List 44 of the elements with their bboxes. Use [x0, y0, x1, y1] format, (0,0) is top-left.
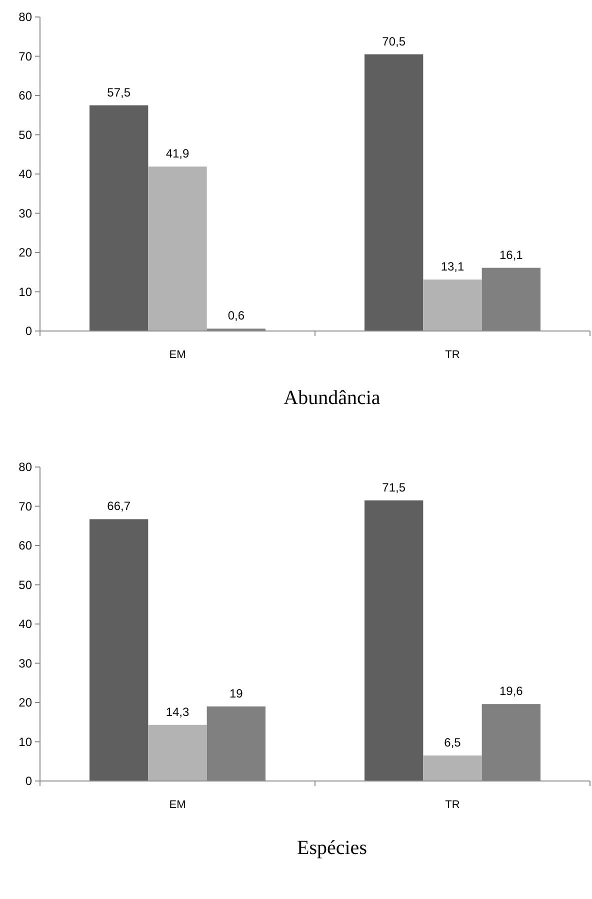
data-label: 71,5 [382, 480, 406, 494]
text: Abundância [284, 387, 380, 409]
y-tick-label: 50 [18, 578, 32, 592]
bar [148, 166, 207, 331]
x-tick-label: TR [445, 349, 460, 361]
bar [90, 105, 148, 331]
y-tick-label: 60 [18, 538, 32, 552]
x-tick-label: TR [445, 799, 460, 811]
data-label: 19,6 [499, 684, 524, 698]
data-label: 14,3 [166, 704, 190, 719]
y-tick-label: 0 [25, 324, 32, 338]
data-label: 6,5 [444, 735, 462, 750]
y-tick-label: 70 [18, 499, 32, 514]
data-label: 0,6 [228, 308, 245, 323]
bar [148, 724, 207, 781]
data-label: 70,5 [382, 34, 406, 48]
bar [364, 54, 424, 331]
bar [90, 519, 148, 781]
y-tick-label: 80 [18, 460, 32, 474]
y-tick-label: 40 [18, 167, 32, 181]
data-label: 41,9 [166, 146, 190, 161]
y-tick-label: 70 [18, 49, 32, 64]
y-tick-label: 20 [18, 246, 32, 260]
data-label: 13,1 [440, 260, 464, 274]
data-label: 19 [229, 686, 244, 700]
data-label: 66,7 [107, 499, 131, 514]
y-tick-label: 20 [18, 696, 32, 710]
y-tick-label: 40 [18, 617, 32, 631]
bar [364, 500, 424, 781]
y-tick-label: 80 [18, 10, 32, 24]
bar [423, 755, 482, 781]
y-tick-label: 10 [18, 284, 32, 299]
y-tick-label: 50 [18, 128, 32, 142]
data-label: 57,5 [107, 85, 131, 100]
data-label: 16,1 [499, 248, 524, 262]
text: Espécies [297, 837, 368, 859]
y-tick-label: 60 [18, 88, 32, 102]
bar [423, 280, 482, 331]
x-tick-label: EM [169, 349, 186, 361]
x-tick-label: EM [169, 799, 186, 811]
y-tick-label: 30 [18, 206, 32, 220]
y-tick-label: 0 [25, 774, 32, 788]
y-tick-label: 10 [18, 734, 32, 749]
y-tick-label: 30 [18, 656, 32, 670]
